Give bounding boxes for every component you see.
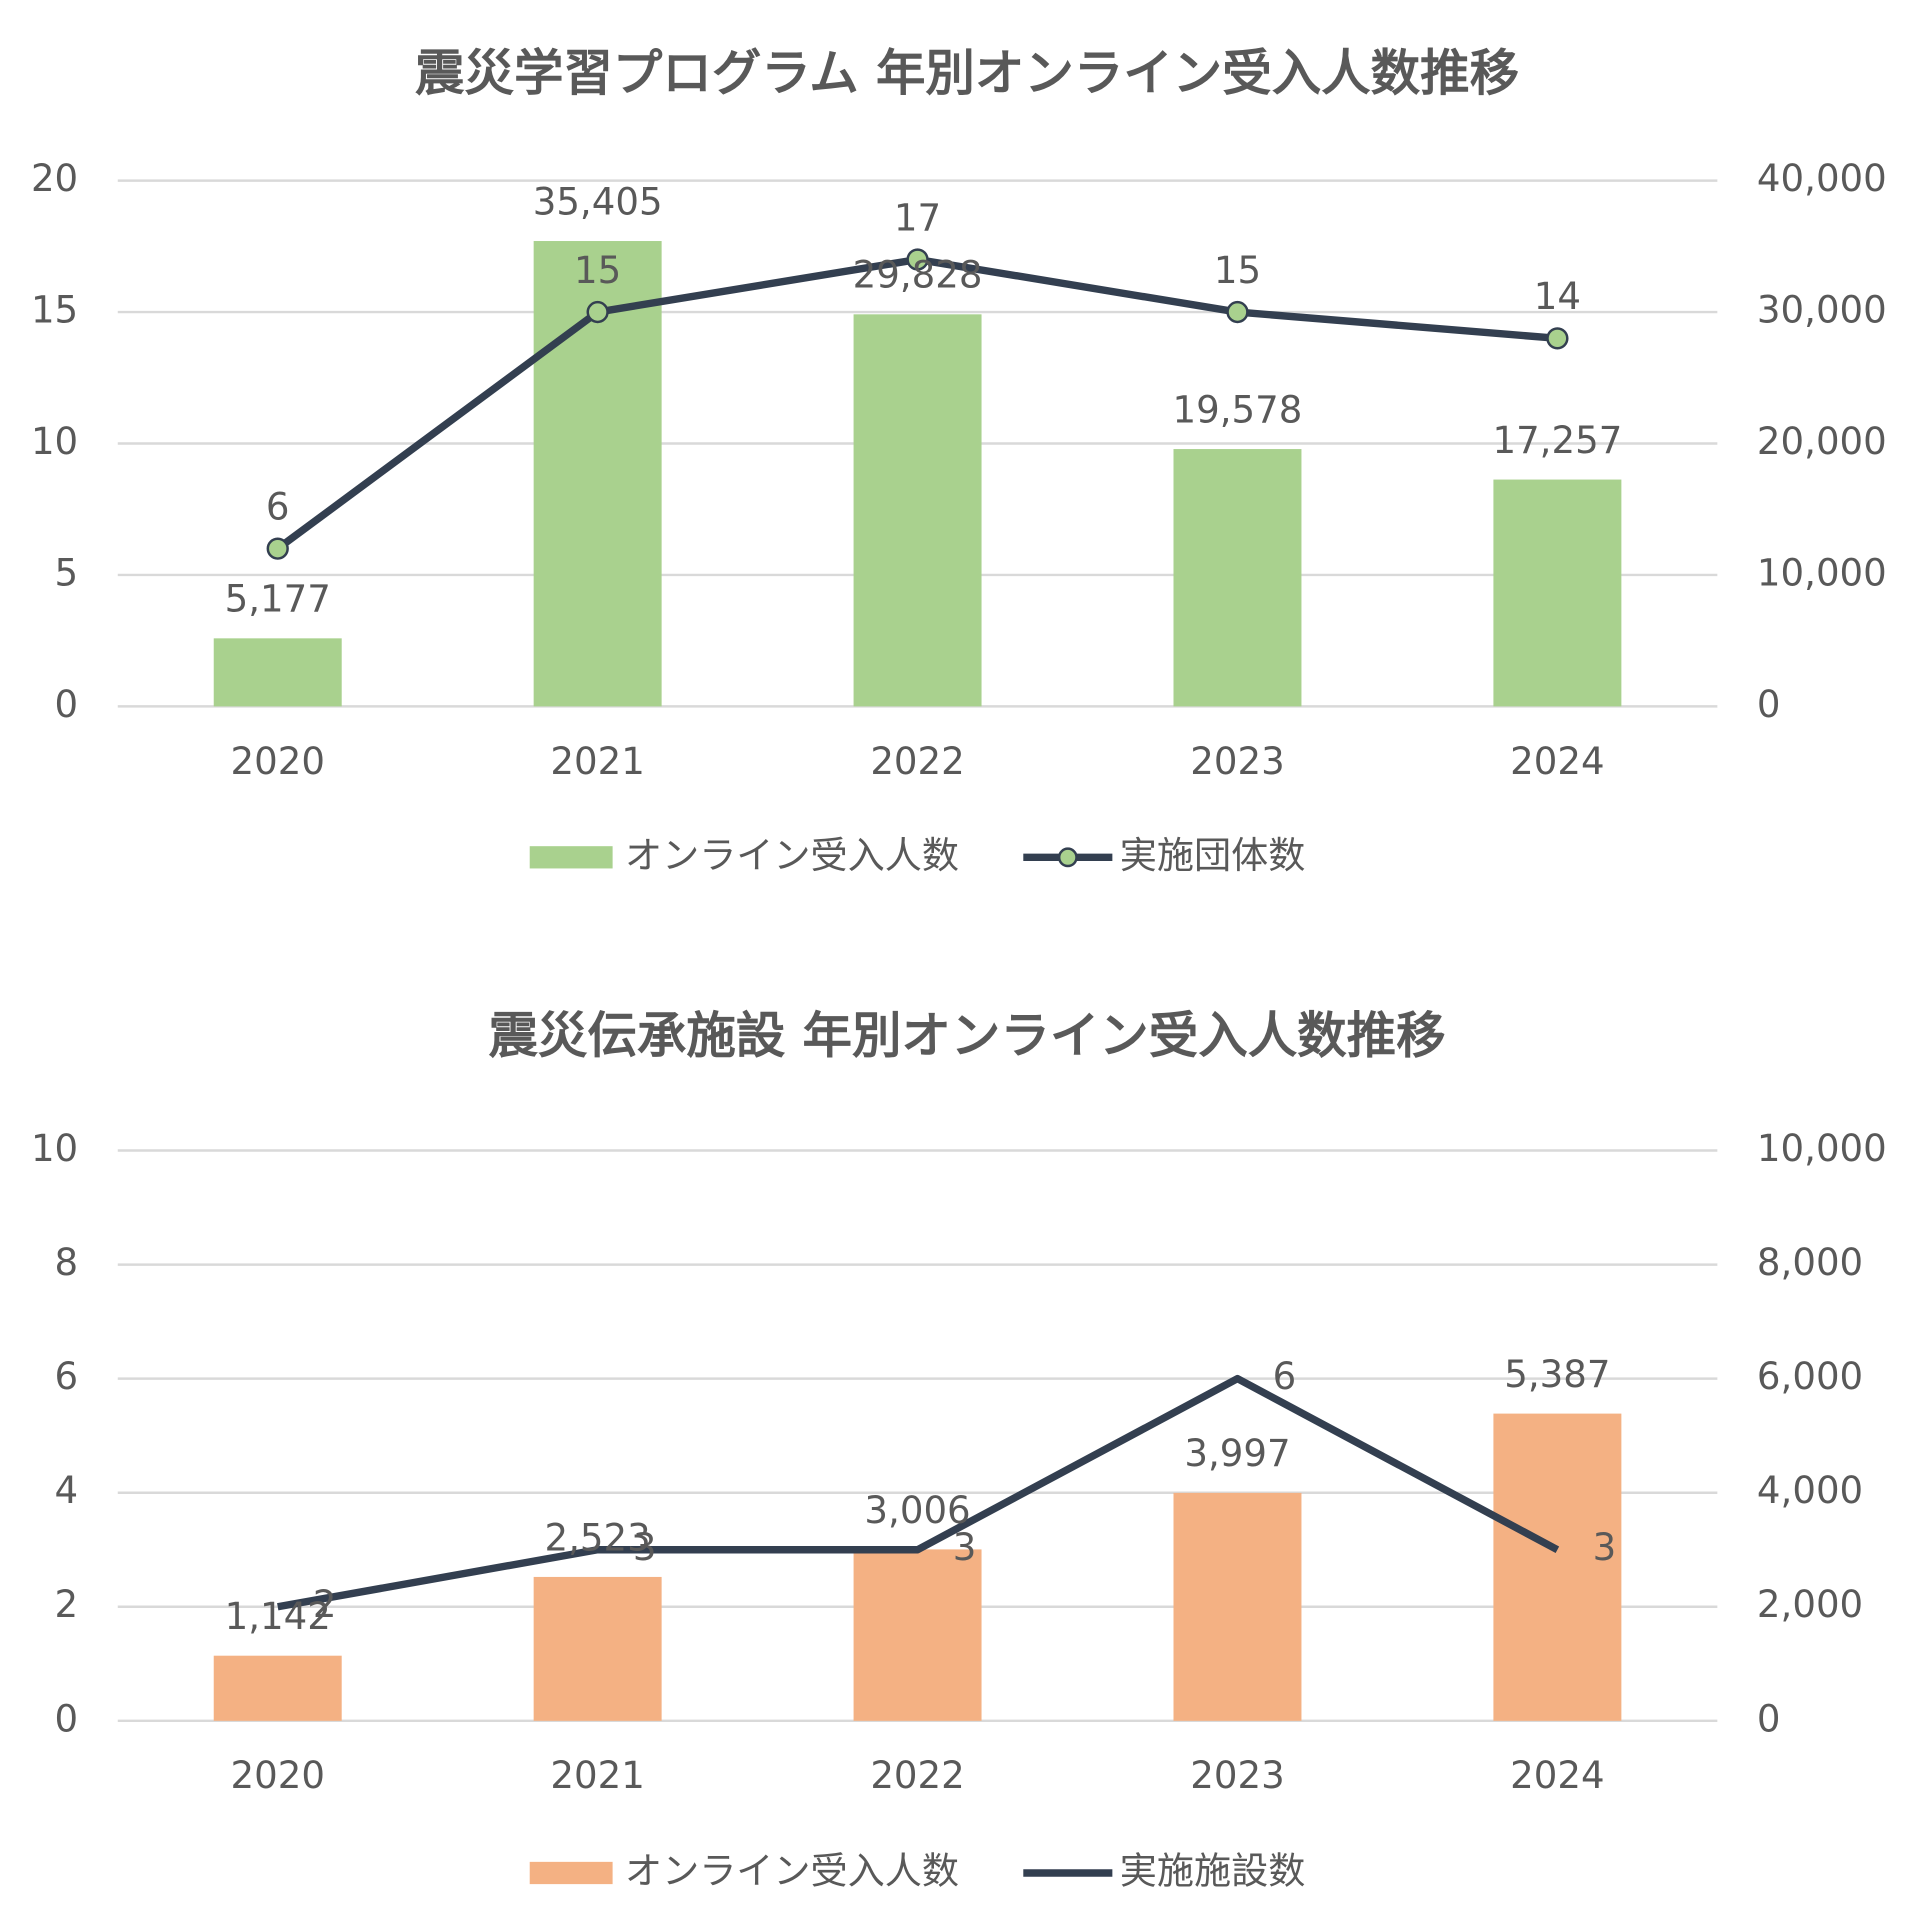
data-label: 17,257 [1492, 419, 1622, 462]
y2-tick-label: 10,000 [1757, 1127, 1887, 1170]
y-tick-label: 4 [55, 1469, 79, 1512]
legend-label: オンライン受入人数 [625, 834, 959, 877]
legend-label: 実施団体数 [1120, 834, 1306, 877]
legend-label: オンライン受入人数 [625, 1849, 959, 1892]
data-label: 3,997 [1184, 1432, 1290, 1475]
data-label: 6 [266, 486, 290, 529]
data-label: 29,828 [853, 254, 983, 297]
data-label: 6 [1273, 1355, 1297, 1398]
bar [1493, 479, 1622, 707]
legend-marker [1057, 847, 1078, 868]
bar [853, 314, 982, 707]
y-tick-label: 10 [31, 1127, 78, 1170]
data-label: 3,006 [864, 1489, 970, 1532]
data-label: 5,177 [225, 578, 331, 621]
y-tick-label: 6 [55, 1355, 79, 1398]
data-label: 3 [1593, 1526, 1617, 1569]
y2-tick-label: 0 [1757, 683, 1781, 726]
line-marker [266, 537, 289, 560]
x-tick-label: 2020 [230, 1754, 324, 1797]
bar [1173, 449, 1302, 707]
x-tick-label: 2022 [870, 740, 964, 783]
x-tick-label: 2021 [550, 1754, 644, 1797]
line-marker [586, 300, 609, 324]
bar [1173, 1492, 1302, 1721]
line-marker [906, 248, 929, 271]
data-label: 15 [1214, 249, 1261, 292]
y-tick-label: 0 [55, 1697, 79, 1740]
line-marker [1546, 327, 1569, 350]
data-label: 3 [953, 1526, 977, 1569]
y2-tick-label: 0 [1757, 1697, 1781, 1740]
data-label: 35,405 [533, 180, 663, 223]
y-tick-label: 8 [55, 1241, 79, 1284]
bar [1493, 1413, 1622, 1721]
data-label: 5,387 [1504, 1353, 1610, 1396]
bar [213, 1655, 342, 1721]
legend-label: 実施施設数 [1120, 1849, 1306, 1892]
line [277, 1374, 1560, 1611]
data-label: 1,142 [225, 1595, 331, 1638]
y-tick-label: 15 [31, 289, 78, 332]
x-tick-label: 2024 [1510, 740, 1604, 783]
data-label: 19,578 [1173, 388, 1303, 431]
y2-tick-label: 6,000 [1757, 1355, 1863, 1398]
x-tick-label: 2024 [1510, 1754, 1604, 1797]
data-label: 2,523 [545, 1516, 651, 1559]
y2-tick-label: 8,000 [1757, 1241, 1863, 1284]
bar [853, 1549, 982, 1721]
y-tick-label: 10 [31, 420, 78, 463]
chart-title: 震災伝承施設 年別オンライン受入人数推移 [488, 1007, 1445, 1065]
x-tick-label: 2020 [230, 740, 324, 783]
y-tick-label: 2 [55, 1583, 79, 1626]
data-label: 15 [574, 249, 621, 292]
bar [533, 1576, 662, 1721]
x-tick-label: 2023 [1190, 740, 1284, 783]
legend-swatch [529, 846, 613, 869]
data-label: 14 [1534, 275, 1581, 318]
y2-tick-label: 4,000 [1757, 1469, 1863, 1512]
y-tick-label: 5 [55, 551, 79, 594]
y-tick-label: 20 [31, 157, 78, 200]
x-tick-label: 2022 [870, 1754, 964, 1797]
x-tick-label: 2021 [550, 740, 644, 783]
y-tick-label: 0 [55, 683, 79, 726]
line-marker [1226, 300, 1249, 324]
y2-tick-label: 2,000 [1757, 1583, 1863, 1626]
y2-tick-label: 40,000 [1757, 157, 1887, 200]
y2-tick-label: 20,000 [1757, 420, 1887, 463]
bar [213, 638, 342, 707]
y2-tick-label: 10,000 [1757, 551, 1887, 594]
chart-title: 震災学習プログラム 年別オンライン受入人数推移 [415, 44, 1519, 102]
data-label: 2 [313, 1583, 337, 1626]
y2-tick-label: 30,000 [1757, 289, 1887, 332]
data-label: 17 [894, 196, 941, 239]
x-tick-label: 2023 [1190, 1754, 1284, 1797]
legend-swatch [529, 1861, 613, 1885]
data-label: 3 [633, 1526, 657, 1569]
